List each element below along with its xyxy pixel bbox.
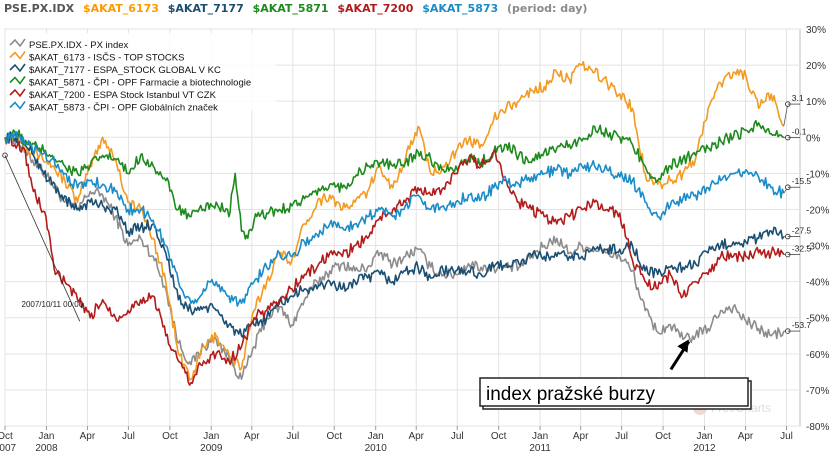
- y-tick-label: 20%: [806, 61, 826, 72]
- legend-item-label: $AKAT_6173 - ISČS - TOP STOCKS: [29, 53, 184, 64]
- end-label-value: -15.5: [792, 176, 812, 186]
- legend-swatch-icon: [9, 76, 26, 85]
- x-tick-label: Jan: [203, 431, 219, 442]
- symbol-akat-7177: $AKAT_7177: [167, 2, 244, 15]
- y-tick-label: -70%: [806, 386, 829, 397]
- x-tick-label: Apr: [738, 431, 754, 442]
- callout-arrow-head-icon: [677, 339, 689, 353]
- end-label-value: 3.1: [792, 93, 804, 103]
- date-marker-label: 2007/10/11 00:00: [22, 300, 84, 309]
- legend-item-label: $AKAT_5871 - ČPI - OPF Farmacie a biotec…: [29, 78, 251, 89]
- symbol-px-index: PSE.PX.IDX: [4, 2, 75, 15]
- chart-legend: PSE.PX.IDX - PX index $AKAT_6173 - ISČS -…: [6, 33, 276, 114]
- y-tick-label: 0%: [806, 133, 821, 144]
- legend-swatch-icon: [9, 38, 26, 48]
- x-tick-label: Oct: [655, 431, 671, 442]
- y-tick-label: -60%: [806, 350, 829, 361]
- y-tick-label: -30%: [806, 242, 829, 253]
- series-line: [4, 60, 785, 381]
- chart-annotations: 2007/10/11 00:00 index pražské burzy: [2, 152, 752, 410]
- symbol-akat-5871: $AKAT_5871: [252, 2, 329, 15]
- end-label-value: -0.1: [792, 127, 807, 137]
- x-tick-label: Jul: [122, 431, 135, 442]
- period-label: (period: day): [507, 2, 588, 15]
- legend-swatch-icon: [9, 51, 26, 60]
- date-marker-leader: [4, 155, 81, 322]
- x-tick-label: Jul: [286, 431, 299, 442]
- y-tick-label: -40%: [806, 278, 829, 289]
- x-tick-label: Apr: [80, 431, 96, 442]
- x-tick-label: Apr: [244, 431, 260, 442]
- x-tick-year: 2008: [35, 443, 58, 454]
- legend-swatch-icon: [9, 88, 26, 98]
- callout-text: index pražské burzy: [486, 384, 655, 405]
- legend-item-label: $AKAT_7177 - ESPA_STOCK GLOBAL V KC: [29, 65, 221, 76]
- end-label-value: -53.7: [792, 320, 812, 330]
- x-tick-label: Apr: [408, 431, 424, 442]
- legend-item-label: $AKAT_7200 - ESPA Stock Istanbul VT CZK: [29, 90, 217, 101]
- legend-swatch-icon: [9, 63, 26, 73]
- x-tick-label: Jul: [615, 431, 628, 442]
- x-tick-label: Jan: [696, 431, 712, 442]
- chart-grid: [4, 28, 801, 427]
- x-tick-year: 2009: [200, 443, 223, 454]
- x-tick-label: Jan: [532, 431, 548, 442]
- series-line: [4, 131, 785, 307]
- chart-symbols-title: PSE.PX.IDX $AKAT_6173 $AKAT_7177 $AKAT_5…: [4, 2, 592, 18]
- x-tick-label: Jan: [38, 431, 54, 442]
- y-tick-label: -50%: [806, 314, 829, 325]
- x-tick-label: Jul: [451, 431, 464, 442]
- x-tick-label: Oct: [326, 431, 342, 442]
- chart-axes: 30% 20% 10% 0% -10% -20% -30% -40% -50% -60% -70% -…: [0, 25, 829, 454]
- legend-swatch-icon: [9, 101, 26, 110]
- legend-box: [6, 33, 276, 111]
- x-tick-label: Jan: [368, 431, 384, 442]
- end-label-value: -27.5: [792, 226, 812, 236]
- end-label-value: -32.5: [792, 244, 812, 254]
- x-tick-label: Jul: [780, 431, 793, 442]
- x-tick-year: 2011: [529, 443, 551, 454]
- y-tick-label: 30%: [806, 25, 826, 36]
- x-tick-year: 2007: [0, 443, 17, 454]
- x-tick-year: 2012: [693, 443, 716, 454]
- series-end-labels: -53.7 3.1 -27.5 -0.1 -32.5 -15.5: [783, 93, 812, 334]
- legend-item-label: PSE.PX.IDX - PX index: [29, 40, 129, 51]
- callout-box: [479, 377, 749, 407]
- x-tick-label: Oct: [491, 431, 507, 442]
- series-line: [4, 119, 785, 240]
- series-line: [4, 134, 785, 386]
- series-line: [4, 131, 785, 339]
- y-tick-label: -20%: [806, 205, 829, 216]
- x-tick-label: Oct: [162, 431, 178, 442]
- x-tick-label: Oct: [0, 431, 13, 442]
- legend-item-label: $AKAT_5873 - ČPI - OPF Globálních značek: [29, 103, 218, 114]
- chart-series: [4, 60, 785, 386]
- end-label-leader: [783, 104, 789, 127]
- x-tick-year: 2010: [365, 443, 388, 454]
- series-line: [4, 132, 785, 380]
- symbol-akat-7200: $AKAT_7200: [337, 2, 414, 15]
- symbol-akat-6173: $AKAT_6173: [82, 2, 159, 15]
- x-tick-label: Apr: [573, 431, 589, 442]
- symbol-akat-5873: $AKAT_5873: [422, 2, 499, 15]
- y-tick-label: 10%: [806, 97, 826, 108]
- y-tick-label: -10%: [806, 169, 829, 180]
- y-tick-label: -80%: [806, 422, 829, 433]
